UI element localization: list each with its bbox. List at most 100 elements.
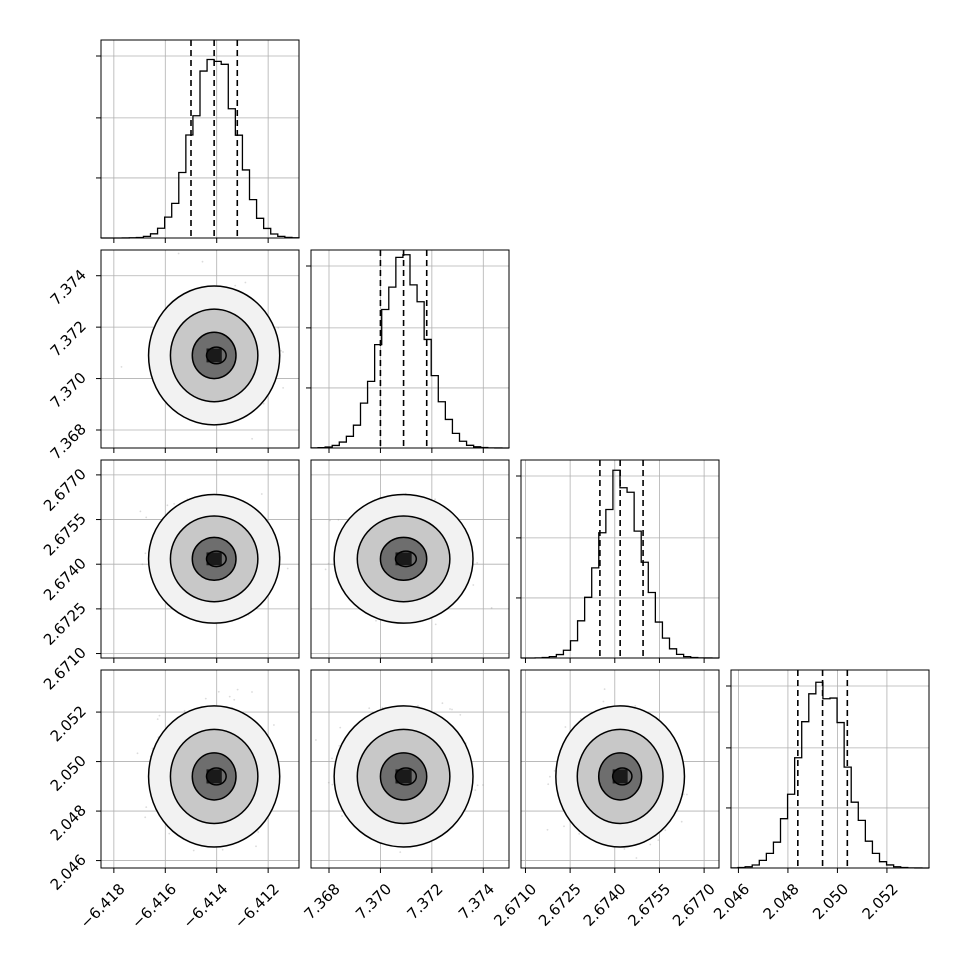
scatter-point <box>451 708 453 711</box>
scatter-point <box>168 832 171 835</box>
scatter-point <box>173 503 176 505</box>
scatter-point <box>474 789 477 791</box>
scatter-point <box>273 724 275 726</box>
panel-3-1: 7.368 7.370 7.372 7.374 <box>301 669 510 923</box>
x-tick-label: −6.414 <box>179 880 231 932</box>
y-tick-label: 7.370 <box>47 369 90 412</box>
panel-frame <box>310 669 510 869</box>
scatter-point <box>331 783 334 786</box>
density-peak <box>206 769 222 784</box>
scatter-point <box>277 327 280 329</box>
scatter-point <box>339 726 342 729</box>
contour-0 <box>333 705 474 848</box>
scatter-point <box>192 849 195 852</box>
scatter-point <box>417 704 419 707</box>
panel-frame <box>100 249 300 449</box>
scatter-point <box>434 623 437 626</box>
scatter-point <box>338 745 341 747</box>
scatter-point <box>144 552 147 555</box>
scatter-point <box>244 281 247 284</box>
contour-3 <box>205 550 227 568</box>
contour-2 <box>379 536 428 582</box>
scatter-point <box>476 562 479 564</box>
scatter-point <box>337 518 340 521</box>
y-tick-label: 7.368 <box>47 420 90 463</box>
contour-0 <box>147 285 281 426</box>
scatter-point <box>145 516 148 519</box>
panel-frame <box>310 249 510 449</box>
panel-1-1 <box>306 249 510 453</box>
panel-frame <box>100 669 300 869</box>
x-tick-label: −6.412 <box>231 880 283 932</box>
scatter-point <box>368 707 371 710</box>
scatter-point <box>315 739 317 741</box>
y-tick-label: 2.052 <box>47 702 90 745</box>
scatter-point <box>635 857 638 859</box>
x-tick-label: −6.416 <box>128 880 180 932</box>
scatter-point <box>482 784 484 786</box>
y-tick-label: 2.050 <box>47 752 90 795</box>
scatter-point <box>158 714 161 717</box>
contour-1 <box>169 728 259 825</box>
scatter-point <box>341 815 343 817</box>
density-peak <box>206 552 222 566</box>
scatter-point <box>327 781 330 784</box>
scatter-point <box>251 691 253 693</box>
scatter-point <box>649 843 652 846</box>
scatter-point <box>280 349 282 352</box>
scatter-point <box>136 752 139 755</box>
scatter-point <box>441 702 444 705</box>
y-tick-label: 2.6770 <box>40 465 90 515</box>
x-tick-label: 7.370 <box>352 880 395 923</box>
scatter-point <box>201 260 204 263</box>
contour-3 <box>394 767 418 786</box>
scatter-point <box>490 607 493 609</box>
scatter-point <box>156 718 159 720</box>
contour-1 <box>169 515 259 603</box>
scatter-point <box>282 351 284 353</box>
panel-2-2 <box>516 459 720 663</box>
panel-frame <box>100 39 300 239</box>
scatter-point <box>476 784 479 787</box>
scatter-point <box>324 568 327 571</box>
density-peak <box>206 348 222 363</box>
scatter-point <box>145 806 148 808</box>
x-tick-label: 7.372 <box>404 880 447 923</box>
contour-0 <box>147 493 281 624</box>
scatter-point <box>375 619 377 622</box>
y-tick-label: 2.048 <box>47 801 90 844</box>
contour-0 <box>333 493 474 624</box>
scatter-point <box>139 510 142 513</box>
scatter-point <box>228 695 231 698</box>
contour-1 <box>356 515 451 603</box>
y-tick-label: 2.6710 <box>40 644 90 694</box>
contour-1 <box>169 308 259 403</box>
x-tick-label: −6.418 <box>77 880 129 932</box>
scatter-point <box>449 708 451 710</box>
scatter-point <box>399 851 402 853</box>
scatter-point <box>434 498 436 501</box>
y-tick-label: 2.046 <box>47 851 90 894</box>
scatter-point <box>217 690 220 693</box>
scatter-point <box>563 825 565 828</box>
panel-frame <box>520 459 720 659</box>
contour-2 <box>191 752 237 801</box>
contour-3 <box>205 767 227 786</box>
panel-frame <box>100 459 300 659</box>
y-tick-label: 2.6725 <box>40 599 90 649</box>
histogram-2 <box>520 469 720 659</box>
scatter-point <box>183 709 186 712</box>
scatter-point <box>286 567 289 570</box>
contour-2 <box>379 752 428 801</box>
contour-2 <box>191 331 237 380</box>
scatter-point <box>251 437 254 440</box>
scatter-point <box>177 252 180 255</box>
scatter-point <box>472 584 475 586</box>
panel-0-0 <box>96 39 300 243</box>
scatter-point <box>257 831 260 833</box>
scatter-point <box>234 284 237 287</box>
y-tick-label: 7.372 <box>47 317 90 360</box>
